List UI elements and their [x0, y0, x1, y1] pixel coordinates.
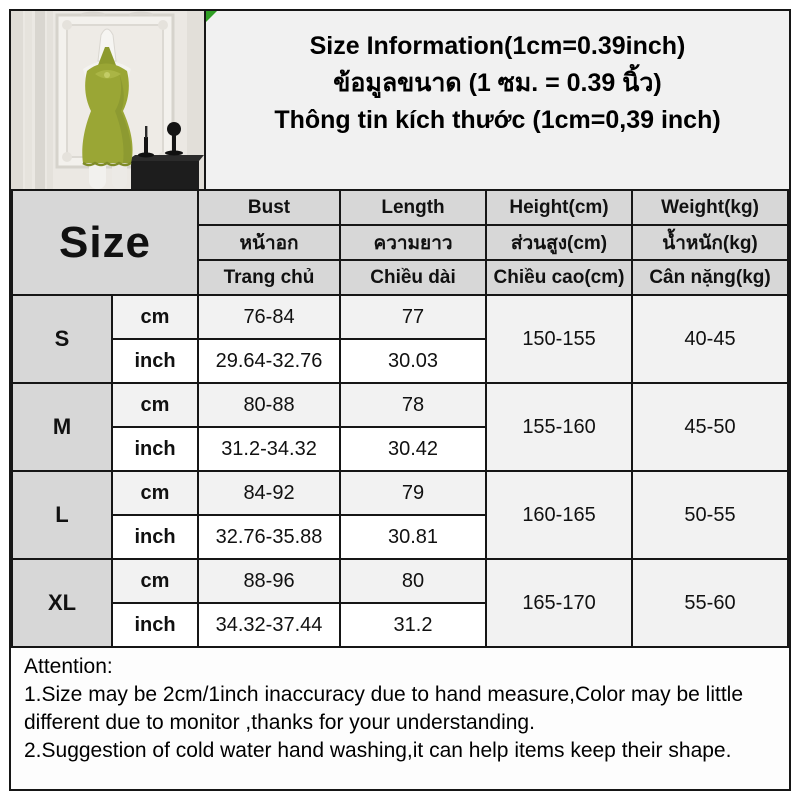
unit-cell-inch: inch [110, 338, 200, 384]
product-photo [11, 11, 206, 189]
product-photo-illustration [11, 11, 204, 189]
col-header-height-th: ส่วนสูง(cm) [485, 224, 634, 261]
cell-s-height: 150-155 [485, 294, 634, 384]
cell-m-bust-cm: 80-88 [197, 382, 342, 428]
table-row-m-inch: inch 31.2-34.32 30.42 [12, 426, 788, 472]
title-thai: ข้อมูลขนาด (1 ซม. = 0.39 นิ้ว) [333, 69, 662, 97]
col-header-bust-vi: Trang chủ [197, 259, 342, 296]
cell-xl-height: 165-170 [485, 558, 634, 648]
content-frame: Size Information(1cm=0.39inch) ข้อมูลขนา… [9, 9, 791, 791]
title-english: Size Information(1cm=0.39inch) [309, 32, 686, 60]
size-label-s: S [11, 294, 113, 384]
cell-l-weight: 50-55 [631, 470, 789, 560]
unit-cell-cm: cm [110, 382, 200, 428]
cell-m-height: 155-160 [485, 382, 634, 472]
candlestick-icon [138, 126, 154, 158]
cell-xl-bust-inch: 34.32-37.44 [197, 602, 342, 648]
cell-xl-weight: 55-60 [631, 558, 789, 648]
unit-cell-cm: cm [110, 558, 200, 604]
size-table: Size Bust Length Height(cm) Weight(kg) ห… [10, 189, 789, 648]
cell-s-weight: 40-45 [631, 294, 789, 384]
size-label-m: M [11, 382, 113, 472]
table-row-s-cm: S cm 76-84 77 150-155 40-45 [11, 294, 789, 384]
size-label-l: L [11, 470, 113, 560]
table-row-l-inch: inch 32.76-35.88 30.81 [12, 514, 788, 560]
table-row-m-cm: M cm 80-88 78 155-160 45-50 [11, 382, 789, 472]
cell-l-bust-cm: 84-92 [197, 470, 342, 516]
col-header-weight-en: Weight(kg) [631, 189, 789, 226]
unit-cell-inch: inch [110, 514, 200, 560]
col-header-weight-vi: Cân nặng(kg) [631, 259, 789, 296]
col-header-length-vi: Chiều dài [339, 259, 488, 296]
cell-xl-length-cm: 80 [339, 558, 488, 604]
table-row-l-cm: L cm 84-92 79 160-165 50-55 [11, 470, 789, 560]
table-header-row-vi: Trang chủ Chiều dài Chiều cao(cm) Cân nặ… [12, 259, 789, 296]
side-table [127, 122, 204, 189]
corner-accent-triangle-icon [206, 11, 217, 22]
cell-m-weight: 45-50 [631, 382, 789, 472]
table-row-xl-inch: inch 34.32-37.44 31.2 [12, 602, 788, 648]
attention-heading: Attention: [24, 655, 113, 678]
cell-m-bust-inch: 31.2-34.32 [197, 426, 342, 472]
unit-cell-cm: cm [110, 470, 200, 516]
cell-xl-bust-cm: 88-96 [197, 558, 342, 604]
title-block: Size Information(1cm=0.39inch) ข้อมูลขนา… [206, 11, 789, 189]
size-column-header: Size [10, 189, 200, 296]
cell-l-length-inch: 30.81 [339, 514, 488, 560]
table-row-xl-cm: XL cm 88-96 80 165-170 55-60 [11, 558, 789, 648]
attention-line-1: 1.Size may be 2cm/1inch inaccuracy due t… [24, 682, 744, 734]
unit-cell-cm: cm [110, 294, 200, 340]
cell-s-bust-cm: 76-84 [197, 294, 342, 340]
col-header-bust-en: Bust [197, 189, 342, 226]
cell-s-length-cm: 77 [339, 294, 488, 340]
goblet-icon [165, 122, 183, 156]
size-label-xl: XL [11, 558, 113, 648]
col-header-height-en: Height(cm) [485, 189, 634, 226]
col-header-height-vi: Chiều cao(cm) [485, 259, 634, 296]
table-header-row-en: Size Bust Length Height(cm) Weight(kg) [10, 189, 789, 296]
title-vietnamese: Thông tin kích thước (1cm=0,39 inch) [274, 106, 721, 134]
cell-m-length-inch: 30.42 [339, 426, 488, 472]
col-header-weight-th: น้ำหนัก(kg) [631, 224, 789, 261]
header-section: Size Information(1cm=0.39inch) ข้อมูลขนา… [11, 11, 789, 189]
dress [82, 47, 133, 167]
unit-cell-inch: inch [110, 426, 200, 472]
col-header-length-th: ความยาว [339, 224, 488, 261]
cell-s-bust-inch: 29.64-32.76 [197, 338, 342, 384]
unit-cell-inch: inch [110, 602, 200, 648]
cell-l-length-cm: 79 [339, 470, 488, 516]
cell-s-length-inch: 30.03 [339, 338, 488, 384]
attention-note: Attention: 1.Size may be 2cm/1inch inacc… [11, 648, 789, 789]
cell-m-length-cm: 78 [339, 382, 488, 428]
col-header-length-en: Length [339, 189, 488, 226]
cell-xl-length-inch: 31.2 [339, 602, 488, 648]
table-row-s-inch: inch 29.64-32.76 30.03 [12, 338, 788, 384]
cell-l-height: 160-165 [485, 470, 634, 560]
table-header-row-th: หน้าอก ความยาว ส่วนสูง(cm) น้ำหนัก(kg) [12, 224, 789, 261]
cell-l-bust-inch: 32.76-35.88 [197, 514, 342, 560]
col-header-bust-th: หน้าอก [197, 224, 342, 261]
attention-line-2: 2.Suggestion of cold water hand washing,… [24, 738, 732, 762]
